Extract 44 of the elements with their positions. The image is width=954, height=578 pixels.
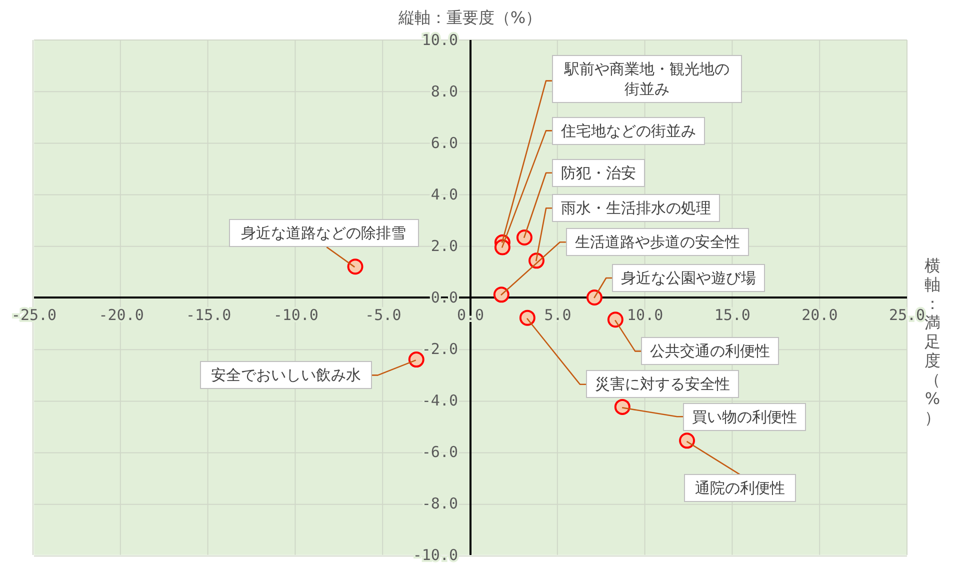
annotation: 住宅地などの街並み (552, 116, 705, 145)
y-tick-label: -6.0 (422, 443, 458, 461)
y-tick-label: -10.0 (412, 546, 458, 564)
point (607, 312, 624, 328)
y-tick-label: 8.0 (430, 82, 458, 100)
x-tick-label: -10.0 (273, 306, 318, 324)
x-tick-label: 20.0 (802, 306, 838, 324)
point (493, 286, 510, 303)
y-tick-label: -2.0 (422, 340, 458, 358)
y-tick-label: -4.0 (422, 392, 458, 410)
annotation: 買い物の利便性 (683, 402, 806, 431)
point (516, 230, 532, 246)
point (679, 432, 696, 449)
annotation: 災害に対する安全性 (586, 370, 739, 398)
x-tick-label: -15.0 (186, 306, 232, 324)
annotation: 身近な道路などの除排雪 (228, 219, 419, 248)
y-tick-label: 10.0 (422, 31, 458, 49)
annotation: 通院の利便性 (684, 474, 796, 502)
annotation: 安全でおいしい飲み水 (200, 361, 372, 390)
y-tick-label: 6.0 (430, 134, 458, 152)
y-tick-label: -8.0 (422, 494, 458, 512)
x-tick-label: 5.0 (544, 306, 572, 324)
text: 横軸：満足度（%） (924, 256, 940, 427)
annotation: 身近な公園や遊び場 (612, 264, 766, 292)
y-tick-label: 4.0 (430, 186, 458, 204)
point (408, 352, 424, 368)
x-tick-label: -5.0 (365, 306, 402, 324)
x-tick-label: 15.0 (714, 306, 750, 324)
x-tick-label: 25.0 (888, 306, 926, 324)
point (494, 239, 510, 256)
annotation: 生活道路や歩道の安全性 (566, 228, 749, 256)
point (586, 290, 602, 306)
point (614, 398, 630, 415)
annotation: 雨水・生活排水の処理 (552, 194, 720, 222)
annotation: 公共交通の利便性 (641, 337, 780, 366)
point (519, 310, 536, 326)
x-tick-label: -20.0 (98, 306, 144, 324)
x-tick-label: -25.0 (11, 306, 57, 324)
annotation: 駅前や商業地・観光地の街並み (552, 54, 742, 103)
annotation: 防犯・治安 (552, 158, 645, 187)
x-tick-label: 10.0 (627, 306, 664, 324)
y-axis-title: 縦軸：重要度（%） (398, 8, 542, 29)
y-tick-label: 2.0 (430, 237, 458, 255)
point (347, 258, 364, 275)
